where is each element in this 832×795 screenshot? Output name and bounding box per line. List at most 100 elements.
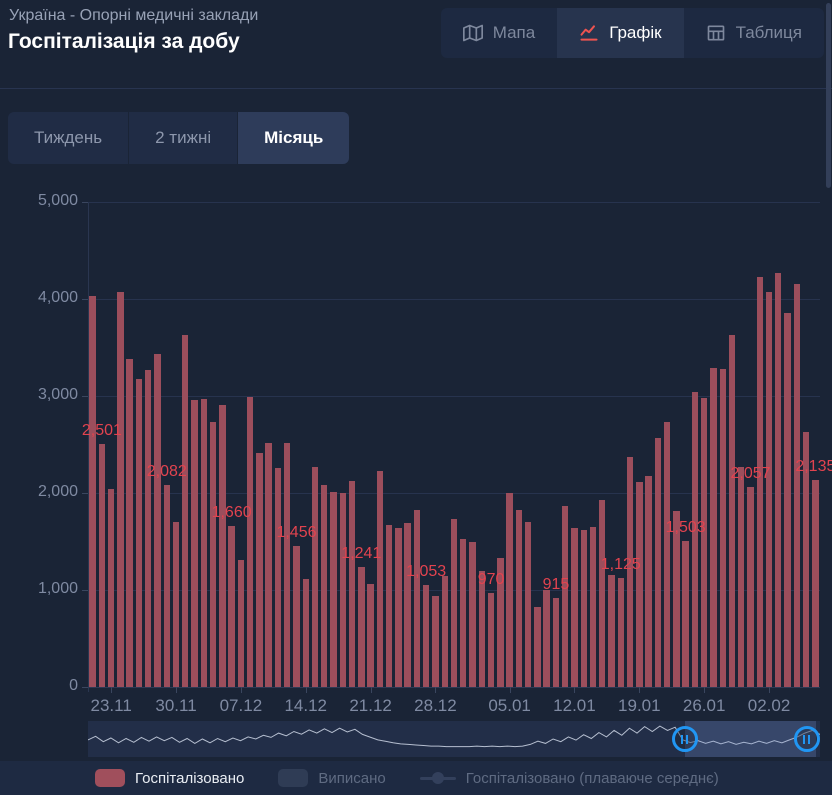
bar[interactable]	[580, 529, 587, 687]
bar[interactable]	[339, 493, 346, 687]
x-axis-tick	[704, 687, 706, 693]
bar[interactable]	[107, 489, 115, 687]
navigator-left-handle[interactable]	[671, 726, 698, 752]
legend-item[interactable]: Виписано	[278, 769, 386, 787]
bar[interactable]	[765, 292, 773, 687]
bar[interactable]	[302, 579, 309, 687]
bar[interactable]	[246, 396, 254, 687]
bar[interactable]	[589, 526, 597, 687]
bar[interactable]	[441, 576, 448, 687]
bar[interactable]	[256, 453, 263, 687]
bar[interactable]	[710, 367, 717, 687]
legend-item[interactable]: Госпіталізовано	[95, 769, 244, 787]
bar[interactable]	[89, 296, 96, 687]
bar[interactable]	[506, 493, 513, 687]
bar[interactable]	[487, 592, 495, 687]
bar[interactable]	[691, 392, 699, 687]
legend-item[interactable]: Госпіталізовано (плаваюче середнє)	[419, 769, 719, 787]
scrollbar-thumb[interactable]	[826, 3, 831, 188]
bar[interactable]	[460, 538, 467, 687]
bar[interactable]	[293, 545, 300, 687]
bar[interactable]	[728, 334, 736, 687]
bar[interactable]	[515, 509, 523, 687]
bar[interactable]	[478, 570, 485, 687]
chart-navigator[interactable]	[87, 721, 821, 757]
bar[interactable]	[126, 359, 133, 687]
bar[interactable]	[284, 442, 291, 687]
bar[interactable]	[432, 595, 439, 687]
bar[interactable]	[682, 541, 689, 687]
bar[interactable]	[571, 527, 578, 687]
navigator-right-handle[interactable]	[793, 726, 820, 752]
y-axis-label: 2,000	[37, 483, 78, 500]
bar[interactable]	[321, 485, 328, 687]
bar[interactable]	[636, 482, 643, 687]
bar[interactable]	[145, 369, 152, 687]
bar[interactable]	[524, 522, 532, 687]
bar[interactable]	[617, 577, 624, 687]
bar[interactable]	[673, 511, 680, 687]
bar[interactable]	[172, 522, 180, 687]
bar[interactable]	[747, 487, 754, 687]
bar[interactable]	[237, 559, 245, 687]
bar[interactable]	[719, 368, 726, 687]
x-axis-tick	[574, 687, 576, 693]
bar[interactable]	[98, 444, 106, 687]
bar[interactable]	[775, 272, 782, 687]
bar[interactable]	[404, 523, 411, 687]
bar[interactable]	[413, 509, 421, 687]
bar[interactable]	[793, 284, 801, 687]
bar-value-label: 970	[477, 570, 505, 588]
x-axis-label: 30.11	[155, 696, 197, 715]
bar[interactable]	[191, 399, 198, 687]
bar[interactable]	[117, 292, 124, 687]
bar[interactable]	[738, 466, 745, 687]
bar[interactable]	[274, 467, 282, 687]
tab-table[interactable]: Таблиця	[684, 8, 824, 58]
bar[interactable]	[154, 354, 161, 687]
bar[interactable]	[534, 606, 541, 687]
bar[interactable]	[348, 481, 356, 687]
bar[interactable]	[265, 442, 272, 687]
bar[interactable]	[645, 475, 652, 687]
bar[interactable]	[219, 404, 226, 687]
bar[interactable]	[395, 527, 402, 687]
bar[interactable]	[311, 466, 319, 687]
bar[interactable]	[561, 505, 569, 687]
bar[interactable]	[756, 276, 763, 687]
bar[interactable]	[367, 584, 374, 687]
bar[interactable]	[209, 422, 217, 687]
gridline	[88, 493, 820, 494]
bar[interactable]	[163, 485, 170, 687]
bar[interactable]	[812, 479, 819, 687]
bar[interactable]	[135, 378, 143, 687]
bar[interactable]	[802, 431, 810, 687]
bar[interactable]	[552, 598, 560, 687]
range-tab-week[interactable]: Тиждень	[8, 112, 130, 164]
bar[interactable]	[376, 470, 384, 687]
bar[interactable]	[497, 558, 504, 687]
bar[interactable]	[700, 397, 708, 687]
tab-map[interactable]: Мапа	[441, 8, 557, 58]
bar[interactable]	[423, 584, 430, 687]
bar[interactable]	[784, 312, 791, 687]
range-tab-two-weeks[interactable]: 2 тижні	[129, 112, 239, 164]
bar[interactable]	[469, 541, 476, 687]
bar[interactable]	[654, 437, 662, 687]
bar[interactable]	[358, 566, 365, 687]
tab-chart[interactable]: Графік	[557, 8, 684, 58]
bar[interactable]	[200, 398, 207, 687]
bar[interactable]	[626, 457, 634, 687]
range-tab-month[interactable]: Місяць	[238, 112, 350, 164]
bar[interactable]	[663, 422, 671, 687]
bar[interactable]	[450, 519, 458, 687]
bar[interactable]	[330, 492, 337, 687]
bar[interactable]	[608, 575, 615, 687]
bar[interactable]	[228, 525, 235, 687]
bar[interactable]	[599, 499, 606, 687]
legend-label: Госпіталізовано (плаваюче середнє)	[465, 769, 719, 787]
gridline	[88, 396, 820, 397]
bar[interactable]	[543, 590, 550, 687]
bar[interactable]	[385, 525, 393, 687]
bar[interactable]	[182, 334, 189, 687]
